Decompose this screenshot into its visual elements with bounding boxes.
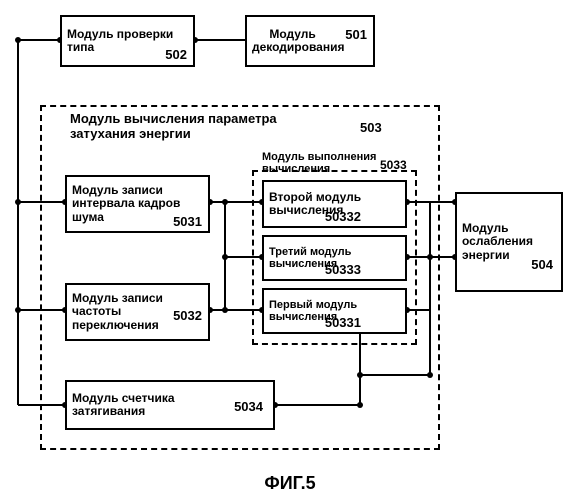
block-noise-rec: Модуль записи интервала кадров шума 5031 [65,175,210,233]
block-atten: Модуль ослабления энергии 504 [455,192,563,292]
block-number: 50331 [325,315,361,330]
block-label: Модуль декодирования [252,28,333,54]
container-inner-number: 5033 [380,158,407,172]
container-outer-number: 503 [360,120,382,135]
block-number: 50333 [325,262,361,277]
block-decode: Модуль декодирования 501 [245,15,375,67]
block-calc3: Третий модуль вычисления 50333 [262,235,407,281]
block-number: 5032 [173,308,202,323]
block-calc1: Первый модуль вычисления 50331 [262,288,407,334]
block-number: 502 [165,47,187,62]
block-label: Модуль ослабления энергии [462,222,556,262]
block-number: 504 [531,257,553,272]
block-number: 50332 [325,209,361,224]
block-number: 5031 [173,214,202,229]
block-type-check: Модуль проверки типа 502 [60,15,195,67]
container-outer-title: Модуль вычисления параметра затухания эн… [70,112,330,142]
figure-caption: ФИГ.5 [0,473,580,494]
block-delay-cnt: Модуль счетчика затягивания 5034 [65,380,275,430]
block-calc2: Второй модуль вычисления 50332 [262,180,407,228]
block-freq-rec: Модуль записи частоты переключения 5032 [65,283,210,341]
block-number: 5034 [234,399,263,414]
block-number: 501 [345,27,367,42]
container-inner-title: Модуль выполнения вычисления [262,152,382,175]
block-label: Модуль счетчика затягивания [72,392,190,418]
